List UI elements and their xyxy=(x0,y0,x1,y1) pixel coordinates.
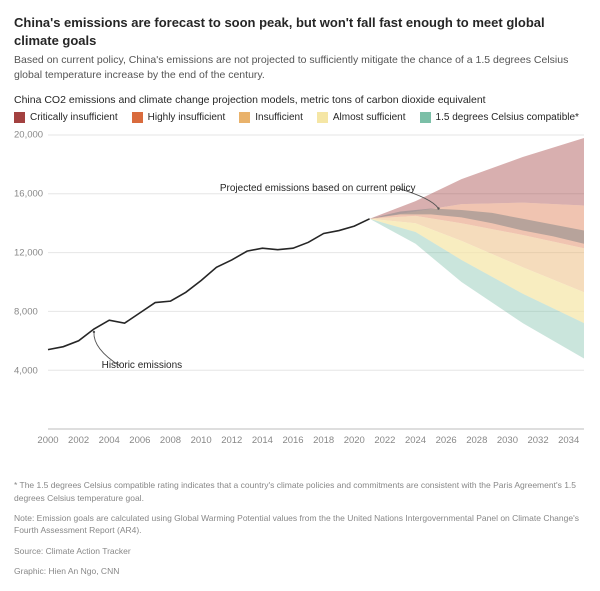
y-tick-label: 20,000 xyxy=(14,130,43,141)
footnote-note: Note: Emission goals are calculated usin… xyxy=(14,512,586,537)
legend-label: Insufficient xyxy=(255,112,303,123)
chart-subtitle: Based on current policy, China's emissio… xyxy=(14,53,586,82)
legend-item: Almost sufficient xyxy=(317,112,406,123)
annotation-historic: Historic emissions xyxy=(102,360,183,371)
x-tick-label: 2026 xyxy=(436,435,457,446)
legend-item: 1.5 degrees Celsius compatible* xyxy=(420,112,579,123)
x-tick-label: 2030 xyxy=(497,435,518,446)
y-tick-label: 8,000 xyxy=(14,306,38,317)
chart-title: China's emissions are forecast to soon p… xyxy=(14,14,586,49)
annotation-projected: Projected emissions based on current pol… xyxy=(220,183,416,194)
x-tick-label: 2004 xyxy=(99,435,120,446)
chart-svg xyxy=(14,129,586,469)
x-tick-label: 2002 xyxy=(68,435,89,446)
legend-swatch xyxy=(420,112,431,123)
x-tick-label: 2028 xyxy=(466,435,487,446)
legend-item: Critically insufficient xyxy=(14,112,118,123)
legend-label: Highly insufficient xyxy=(148,112,226,123)
chart-area: 4,000 8,000 12,000 16,000 20,000 2000 2002 200… xyxy=(14,129,586,469)
legend-swatch xyxy=(14,112,25,123)
legend-title: China CO2 emissions and climate change p… xyxy=(14,94,586,106)
x-tick-label: 2022 xyxy=(374,435,395,446)
x-tick-label: 2014 xyxy=(252,435,273,446)
legend-item: Insufficient xyxy=(239,112,303,123)
footnote-source: Source: Climate Action Tracker xyxy=(14,545,586,557)
legend-swatch xyxy=(317,112,328,123)
x-tick-label: 2018 xyxy=(313,435,334,446)
legend-label: Critically insufficient xyxy=(30,112,118,123)
legend-swatch xyxy=(132,112,143,123)
x-tick-label: 2020 xyxy=(344,435,365,446)
legend-swatch xyxy=(239,112,250,123)
y-tick-label: 12,000 xyxy=(14,248,43,259)
x-tick-label: 2006 xyxy=(129,435,150,446)
x-tick-label: 2034 xyxy=(558,435,579,446)
legend-item: Highly insufficient xyxy=(132,112,226,123)
y-tick-label: 4,000 xyxy=(14,365,38,376)
legend: Critically insufficient Highly insufficie… xyxy=(14,112,586,123)
x-tick-label: 2000 xyxy=(37,435,58,446)
y-tick-label: 16,000 xyxy=(14,189,43,200)
x-tick-label: 2032 xyxy=(527,435,548,446)
x-tick-label: 2008 xyxy=(160,435,181,446)
footnote-star: * The 1.5 degrees Celsius compatible rat… xyxy=(14,479,586,504)
x-tick-label: 2010 xyxy=(191,435,212,446)
legend-label: Almost sufficient xyxy=(333,112,406,123)
x-tick-label: 2024 xyxy=(405,435,426,446)
x-tick-label: 2016 xyxy=(282,435,303,446)
footnote-credit: Graphic: Hien An Ngo, CNN xyxy=(14,565,586,577)
legend-label: 1.5 degrees Celsius compatible* xyxy=(436,112,579,123)
x-tick-label: 2012 xyxy=(221,435,242,446)
